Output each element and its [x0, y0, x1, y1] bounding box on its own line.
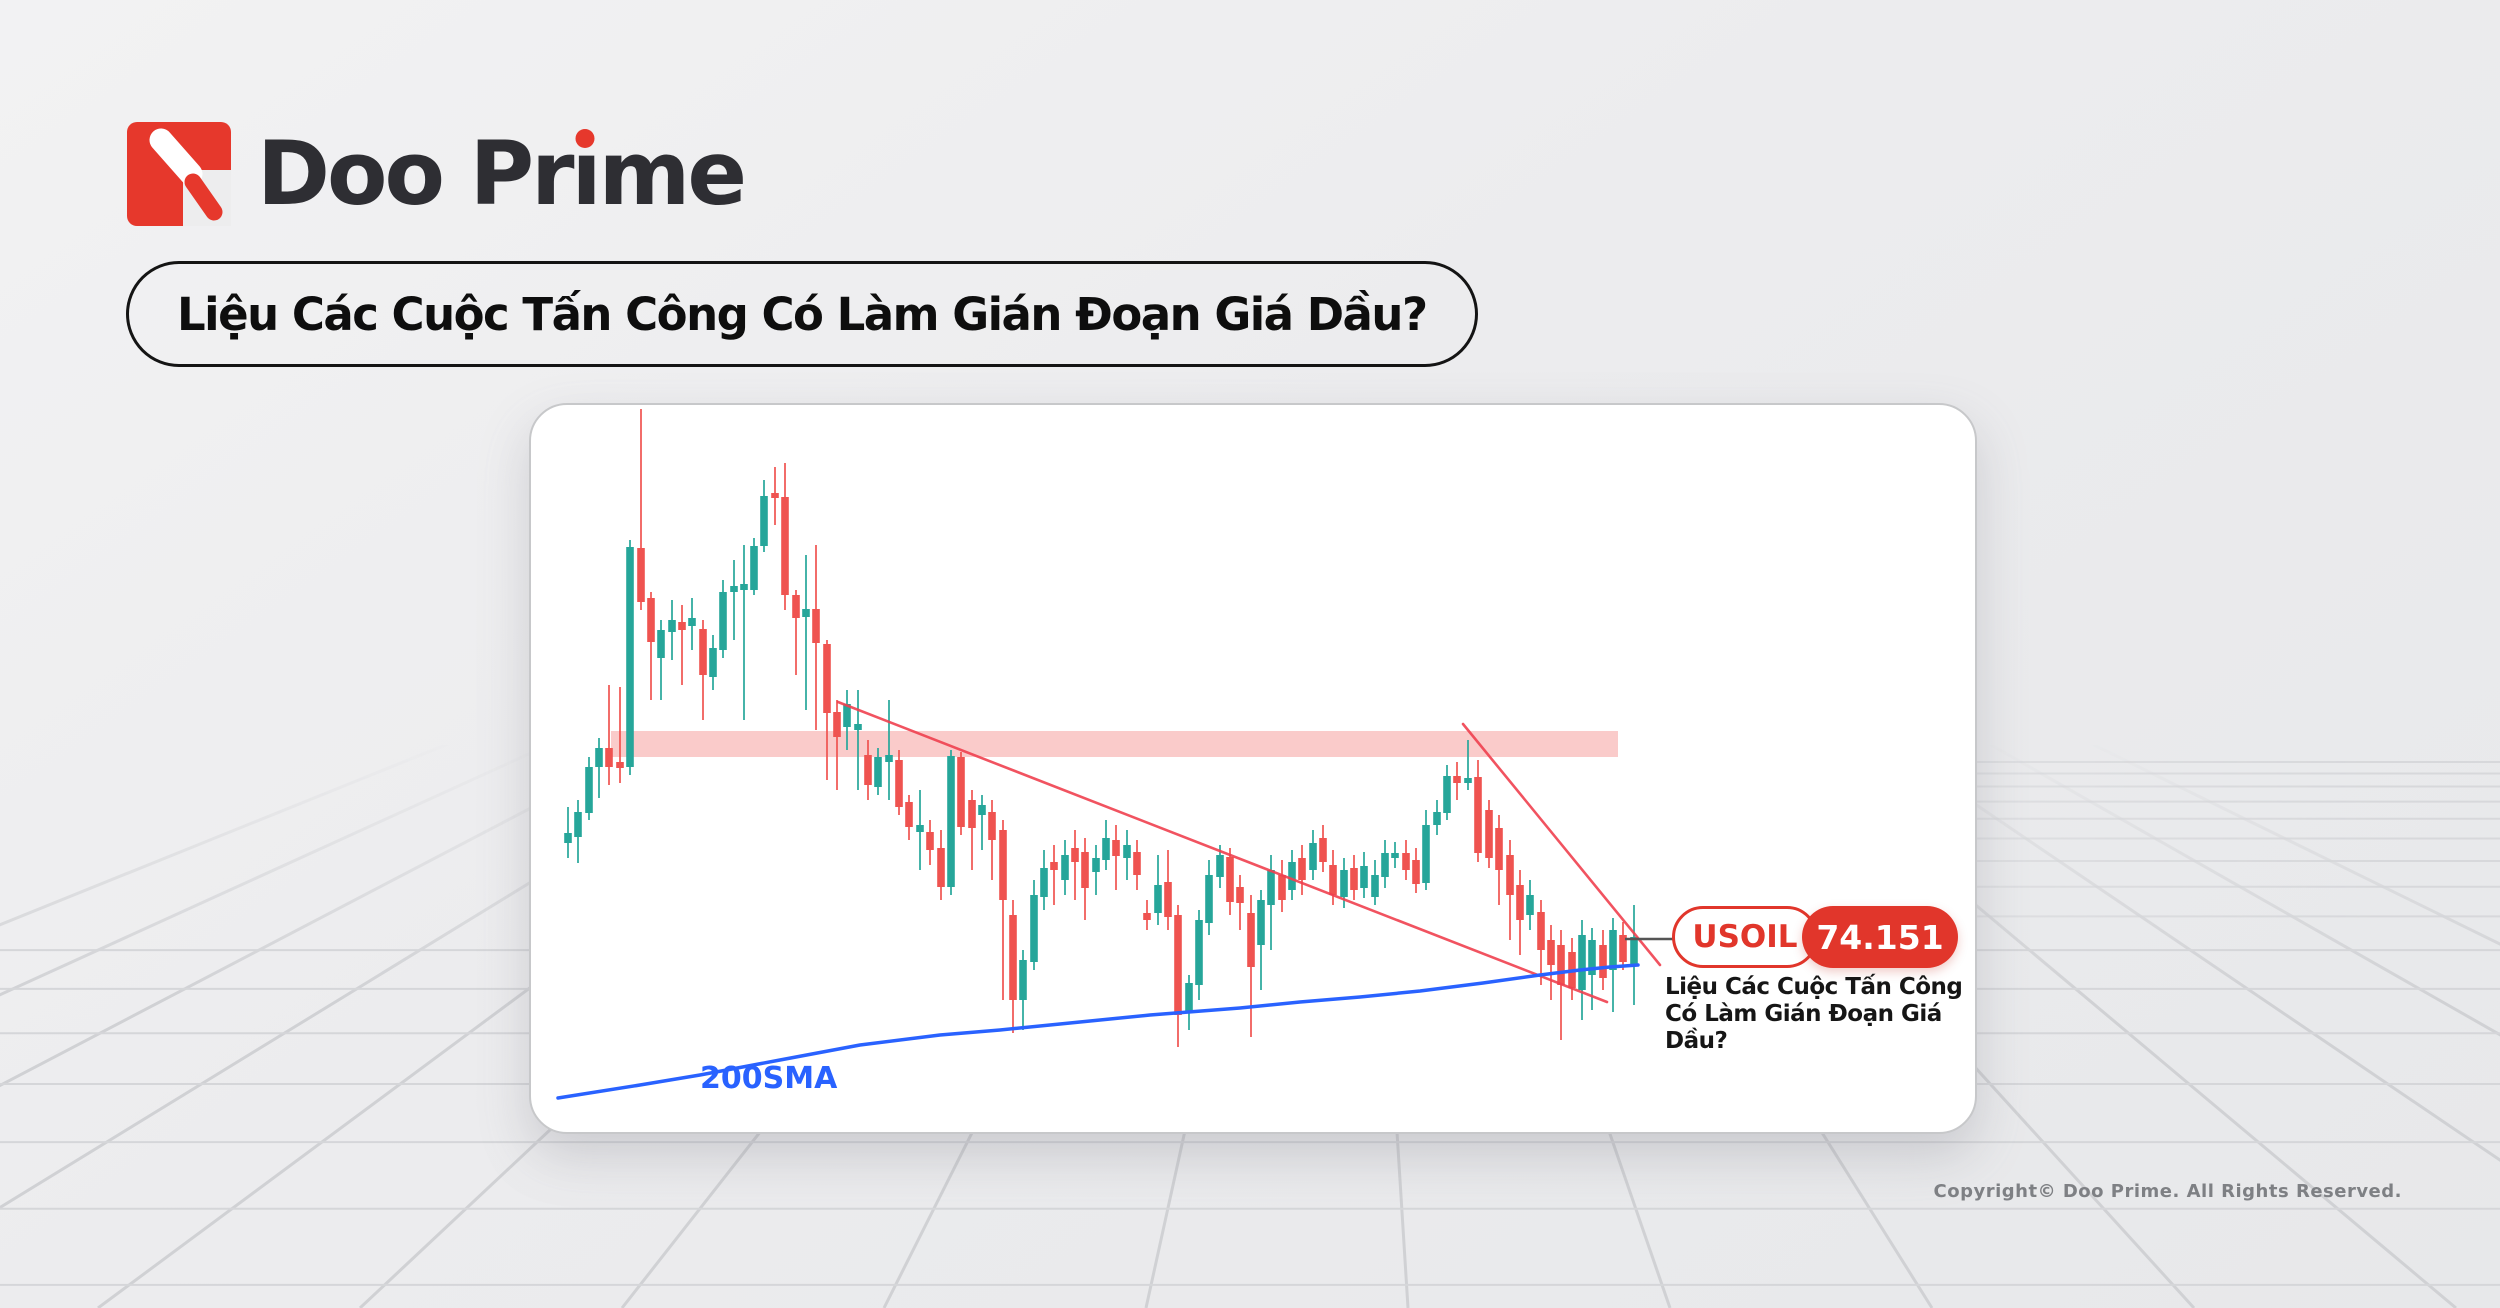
caption-line-1: Liệu Các Cuộc Tấn Công — [1665, 974, 1963, 1000]
brand-wordmark: Doo Pr ı me — [257, 122, 747, 225]
doo-prime-logo-icon — [127, 122, 231, 226]
caption-line-2: Có Làm Gián Đoạn Giá Dầu? — [1665, 1001, 1942, 1054]
chart-caption: Liệu Các Cuộc Tấn Công Có Làm Gián Đoạn … — [1665, 974, 1985, 1055]
symbol-label: USOIL — [1692, 919, 1798, 955]
copyright-text: Copyright© Doo Prime. All Rights Reserve… — [1933, 1181, 2402, 1202]
brand-i-dot — [575, 129, 595, 148]
price-value: 74.151 — [1816, 917, 1944, 957]
price-pill: 74.151 — [1802, 906, 1958, 968]
page-title: Liệu Các Cuộc Tấn Công Có Làm Gián Đoạn … — [177, 287, 1428, 341]
symbol-pill: USOIL — [1672, 906, 1818, 968]
title-pill: Liệu Các Cuộc Tấn Công Có Làm Gián Đoạn … — [126, 261, 1478, 367]
brand-logo: Doo Pr ı me — [127, 118, 747, 230]
